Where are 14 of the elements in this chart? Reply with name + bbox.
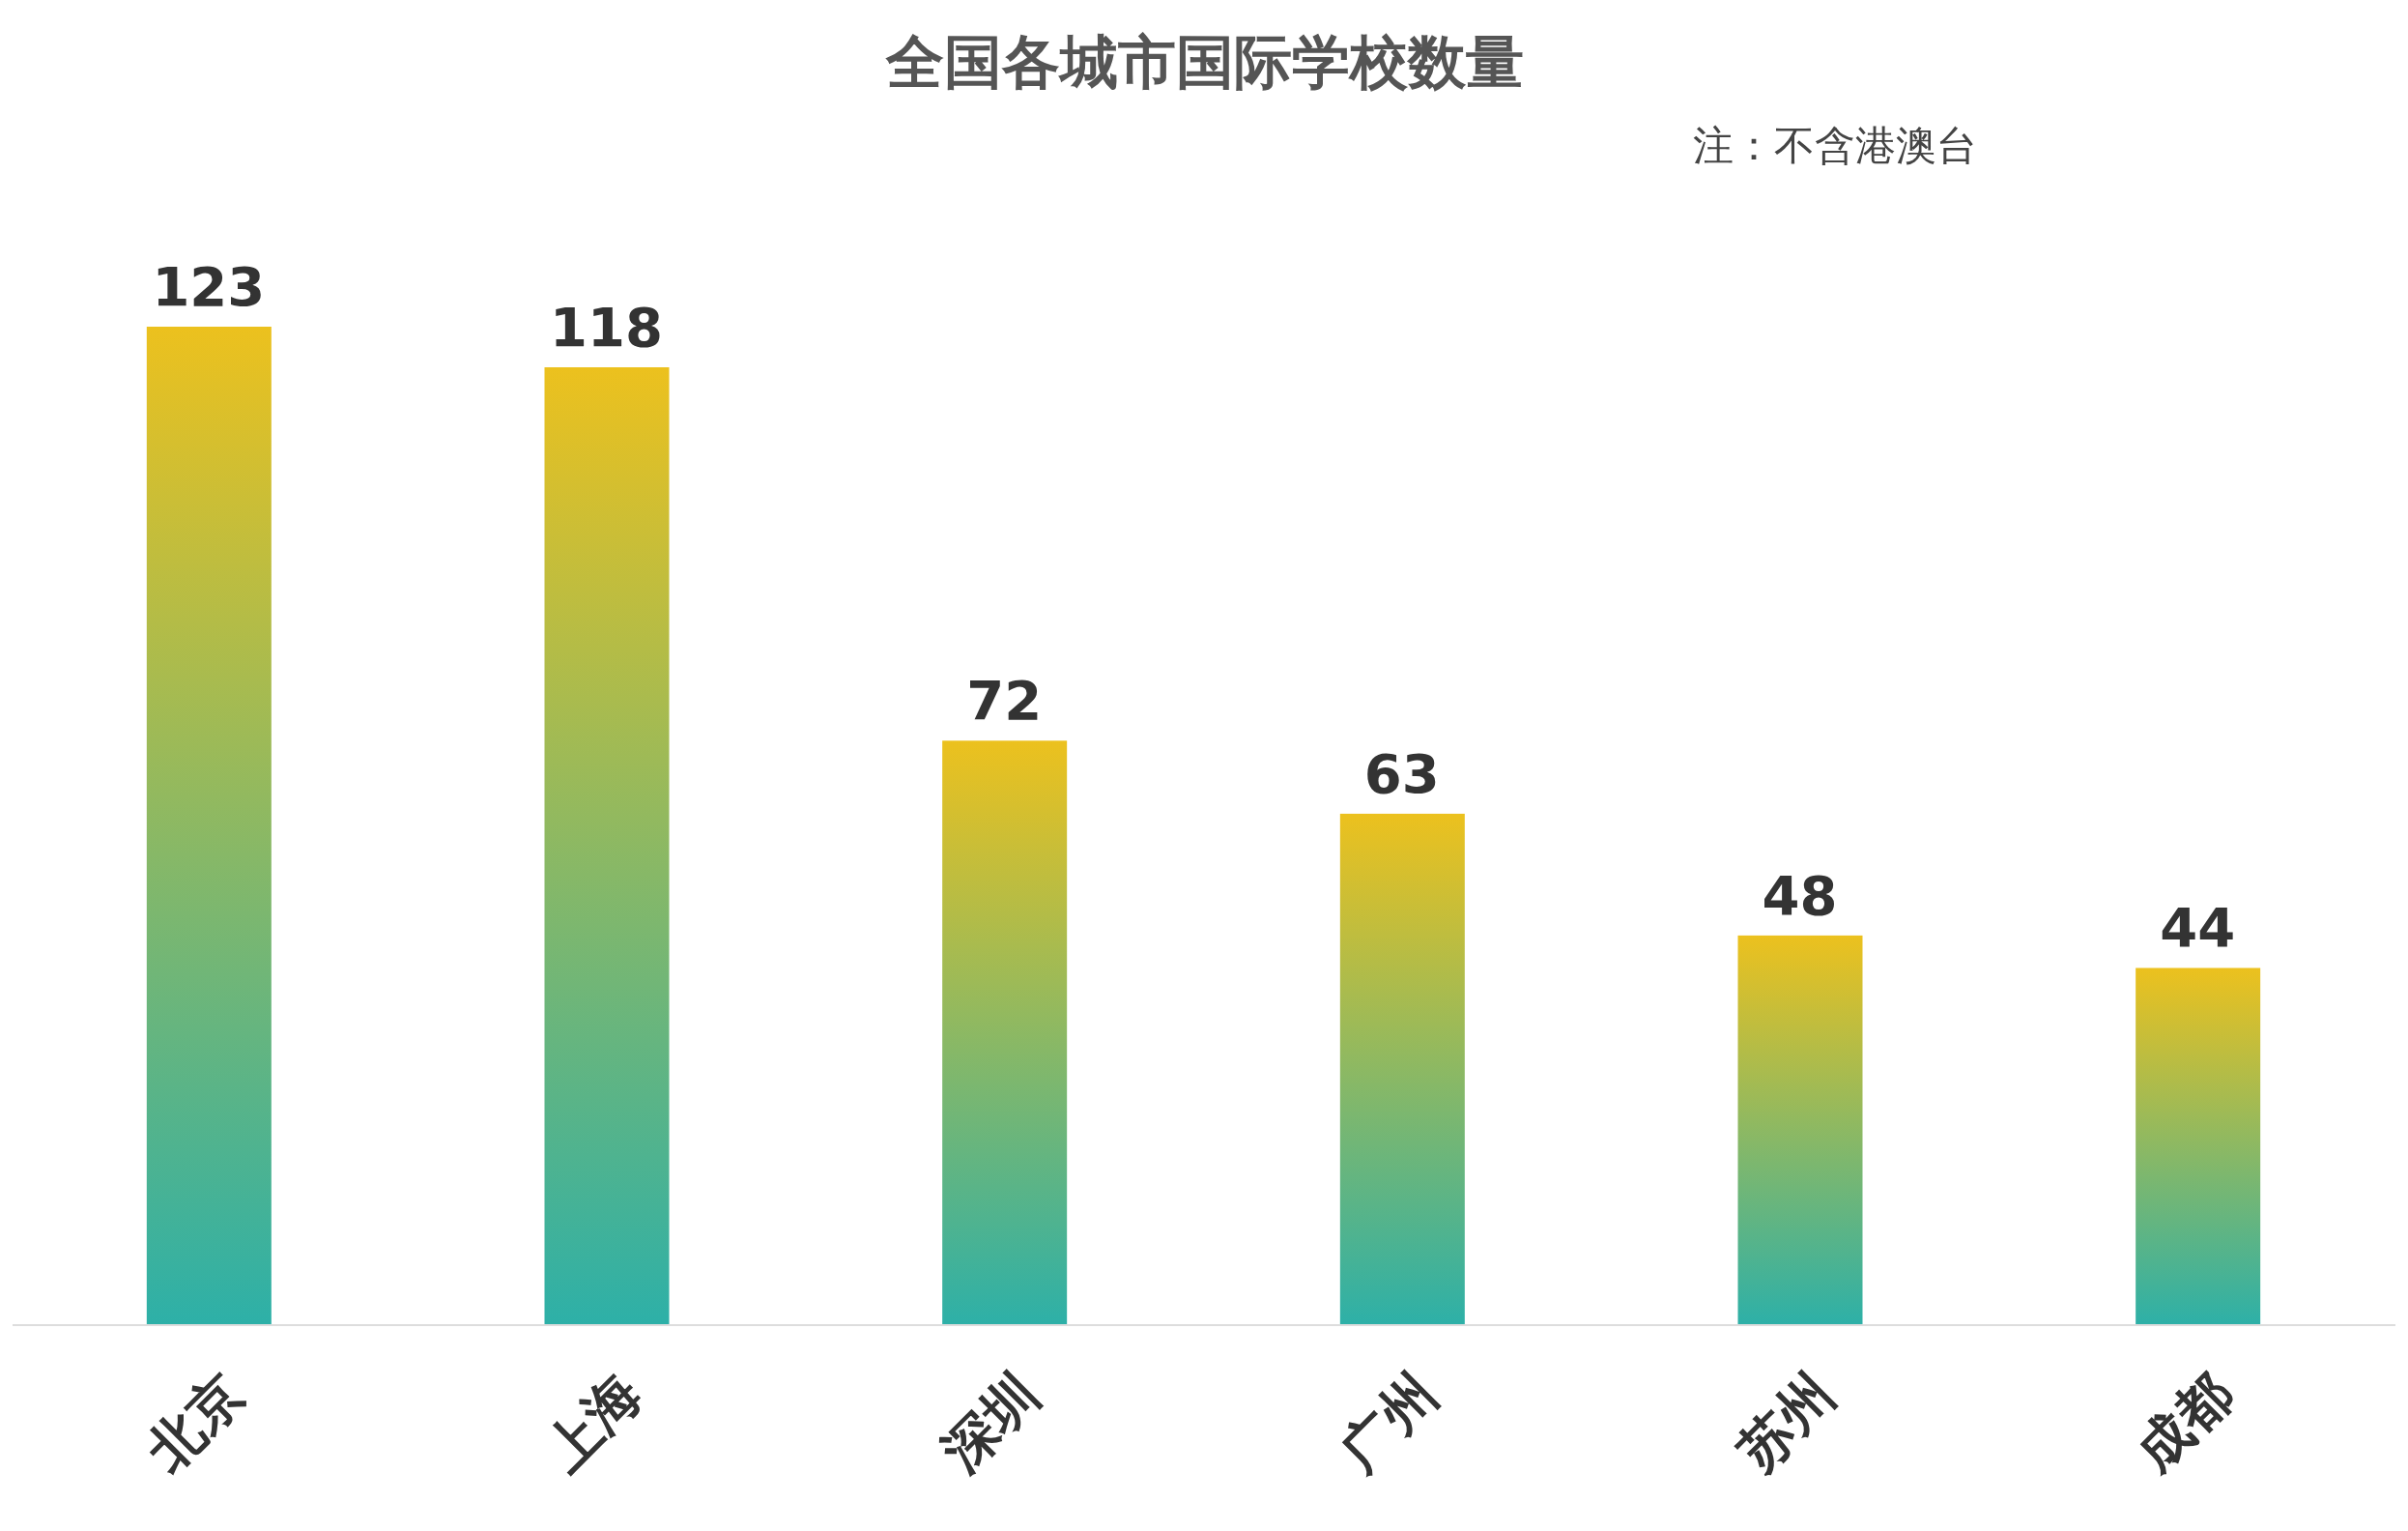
x-tick-label: 北京 [133,1361,256,1484]
chart-title: 全国各城市国际学校数量 [885,28,1524,96]
data-label: 72 [966,669,1043,733]
x-tick-label: 上海 [531,1361,654,1483]
x-tick-label: 深圳 [929,1361,1051,1484]
x-tick-label: 广州 [1327,1361,1449,1484]
data-label: 123 [152,255,266,318]
x-tick-label: 苏州 [1725,1361,1848,1484]
data-label: 63 [1363,741,1440,805]
data-label: 118 [550,295,663,359]
x-tick-label: 成都 [2122,1361,2245,1484]
data-label: 48 [1762,863,1838,927]
data-label: 44 [2160,896,2236,960]
chart-subtitle: 注：不含港澳台 [1693,122,1977,169]
